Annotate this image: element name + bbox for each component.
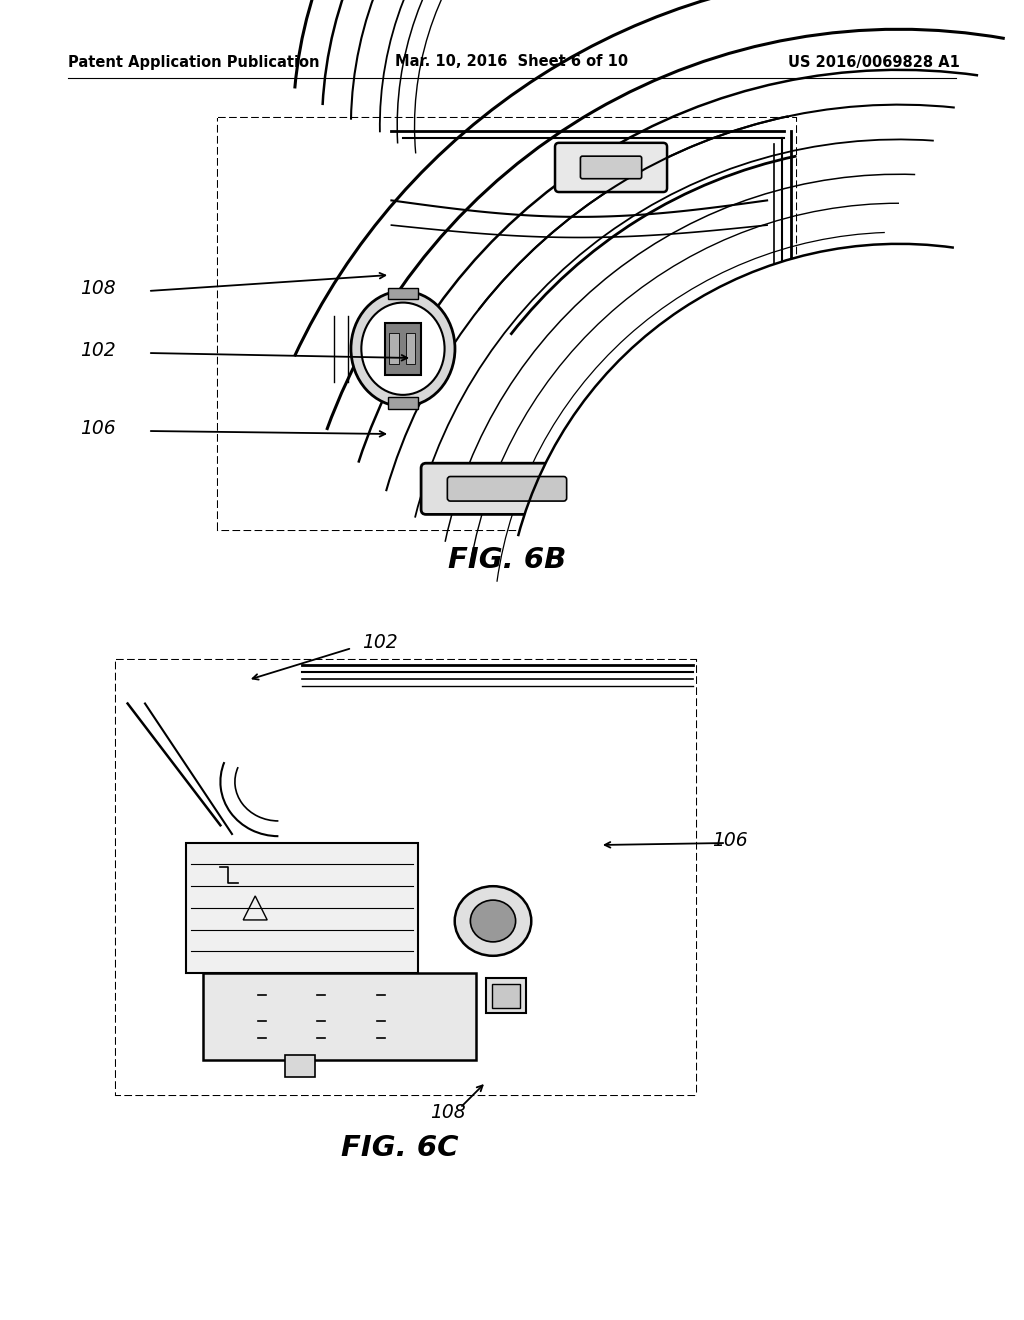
Wedge shape	[518, 244, 968, 639]
Bar	[285, 1055, 314, 1077]
Text: Patent Application Publication: Patent Application Publication	[68, 54, 319, 70]
Text: FIG. 6B: FIG. 6B	[447, 546, 566, 574]
Bar	[185, 842, 418, 973]
Bar	[218, 117, 796, 531]
Text: 102: 102	[362, 634, 397, 652]
Bar	[492, 985, 519, 1008]
Ellipse shape	[351, 290, 455, 407]
Bar	[218, 117, 796, 531]
Text: 108: 108	[430, 1102, 466, 1122]
Bar	[116, 660, 696, 1096]
Bar	[485, 978, 525, 1014]
FancyBboxPatch shape	[581, 156, 642, 178]
Text: 102: 102	[80, 341, 116, 359]
Text: Mar. 10, 2016  Sheet 6 of 10: Mar. 10, 2016 Sheet 6 of 10	[395, 54, 629, 70]
Bar	[389, 333, 398, 364]
Bar	[406, 333, 415, 364]
Bar	[116, 660, 696, 1096]
Bar	[203, 973, 475, 1060]
FancyBboxPatch shape	[555, 143, 667, 191]
Ellipse shape	[455, 886, 531, 956]
FancyBboxPatch shape	[421, 463, 593, 515]
Text: 106: 106	[80, 418, 116, 437]
FancyBboxPatch shape	[447, 477, 566, 502]
Ellipse shape	[361, 302, 444, 395]
Text: 108: 108	[80, 279, 116, 297]
Text: US 2016/0069828 A1: US 2016/0069828 A1	[788, 54, 961, 70]
Bar	[388, 288, 418, 300]
Text: FIG. 6C: FIG. 6C	[341, 1134, 459, 1162]
Text: 106: 106	[712, 830, 748, 850]
Bar	[385, 323, 421, 375]
Ellipse shape	[470, 900, 516, 942]
Bar	[388, 397, 418, 409]
